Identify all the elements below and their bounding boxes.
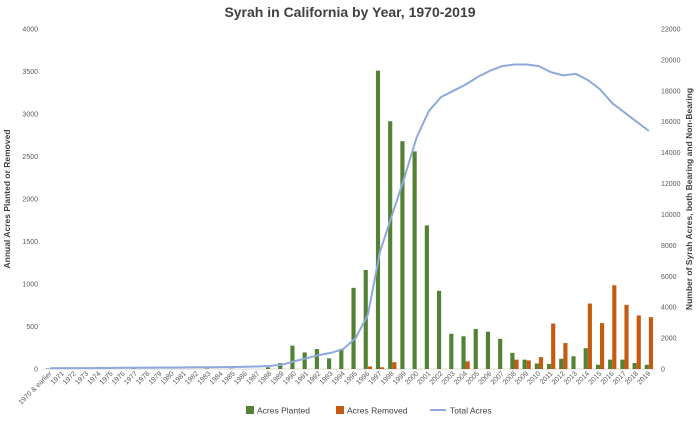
bar-acres-planted	[314, 349, 319, 369]
bar-acres-planted	[388, 121, 393, 369]
bar-acres-planted	[339, 349, 344, 369]
y-right-tick-label: 8000	[661, 243, 677, 250]
y-right-tick-label: 16000	[661, 119, 681, 126]
y-right-tick-label: 0	[661, 367, 665, 374]
x-tick-label: 2019	[636, 370, 652, 386]
bar-acres-removed	[538, 357, 544, 369]
bar-acres-planted	[302, 352, 307, 369]
bar-acres-planted	[559, 358, 564, 369]
legend-swatch-acres-removed	[336, 406, 344, 414]
bar-acres-removed	[648, 317, 654, 369]
y-left-tick-label: 4000	[22, 27, 38, 34]
x-tick-label: 2010	[526, 370, 542, 386]
legend-label-total-acres: Total Acres	[450, 406, 492, 416]
x-tick-label: 1970 & earlier	[18, 370, 54, 406]
bar-acres-planted	[571, 356, 576, 369]
bar-acres-removed	[380, 367, 385, 369]
bar-acres-planted	[265, 367, 271, 369]
y-axis-left-title: Annual Acres Planted or Removed	[2, 129, 12, 268]
bar-acres-removed	[624, 304, 629, 369]
bar-acres-planted	[437, 290, 442, 369]
legend: Acres Planted Acres Removed Total Acres	[246, 406, 492, 416]
bar-acres-planted	[449, 333, 454, 369]
bar-acres-planted	[595, 364, 601, 369]
y-right-tick-label: 14000	[661, 150, 681, 157]
y-left-tick-label: 500	[26, 324, 38, 331]
bar-acres-removed	[600, 323, 605, 369]
legend-label-acres-planted: Acres Planted	[257, 406, 310, 416]
bar-acres-removed	[514, 359, 519, 369]
bar-acres-planted	[400, 141, 405, 369]
bar-acres-planted	[351, 287, 356, 369]
bar-acres-planted	[608, 359, 613, 369]
chart-title: Syrah in California by Year, 1970-2019	[224, 4, 475, 20]
y-left-tick-label: 2500	[22, 154, 38, 161]
y-left-tick-label: 0	[34, 367, 38, 374]
bar-acres-removed	[612, 285, 617, 369]
bar-acres-removed	[587, 303, 592, 369]
y-right-tick-label: 2000	[661, 336, 677, 343]
bar-acres-removed	[551, 323, 556, 369]
bar-acres-removed	[465, 361, 470, 369]
y-right-tick-label: 12000	[661, 181, 681, 188]
bar-acres-planted	[290, 345, 295, 370]
bar-acres-removed	[367, 366, 372, 369]
legend-label-acres-removed: Acres Removed	[347, 406, 408, 416]
bar-acres-planted	[534, 363, 539, 369]
bar-acres-planted	[510, 352, 515, 369]
plot-area: 0 500 1000 1500 2000 2500 3000 3500 4000 0 2000 400…	[18, 27, 681, 407]
y-right-tick-label: 4000	[661, 305, 677, 312]
y-right-tick-label: 18000	[661, 88, 681, 95]
bar-acres-planted	[412, 151, 417, 369]
bar-acres-planted	[278, 363, 283, 369]
bar-acres-planted	[583, 348, 588, 369]
bar-acres-planted	[546, 363, 552, 369]
bar-acres-removed	[563, 343, 568, 369]
bar-acres-planted	[327, 358, 332, 370]
bar-acres-removed	[392, 362, 397, 369]
y-left-tick-label: 1000	[22, 282, 38, 289]
legend-swatch-acres-planted	[246, 406, 254, 414]
y-left-tick-label: 2000	[22, 197, 38, 204]
bar-acres-planted	[632, 363, 637, 369]
y-right-tick-label: 22000	[661, 27, 681, 34]
bar-acres-planted	[485, 331, 491, 369]
bar-acres-planted	[424, 225, 429, 369]
y-right-tick-label: 6000	[661, 274, 677, 281]
bar-acres-planted	[522, 359, 527, 369]
y-right-tick-label: 20000	[661, 57, 681, 64]
y-left-tick-label: 3500	[22, 69, 38, 76]
bar-acres-planted	[461, 336, 466, 369]
y-left-tick-label: 3000	[22, 112, 38, 119]
bar-acres-planted	[473, 329, 478, 369]
y-left-tick-label: 1500	[22, 239, 38, 246]
y-right-tick-label: 10000	[661, 212, 681, 219]
bar-acres-removed	[526, 360, 531, 369]
bar-acres-planted	[620, 359, 625, 369]
y-axis-right-title: Number of Syrah Acres, both Bearing and …	[684, 88, 694, 310]
bar-acres-planted	[498, 338, 503, 369]
line-total-acres	[50, 63, 650, 370]
bar-acres-removed	[636, 315, 641, 369]
bar-acres-planted	[644, 364, 649, 369]
bar-acres-planted	[375, 70, 381, 370]
